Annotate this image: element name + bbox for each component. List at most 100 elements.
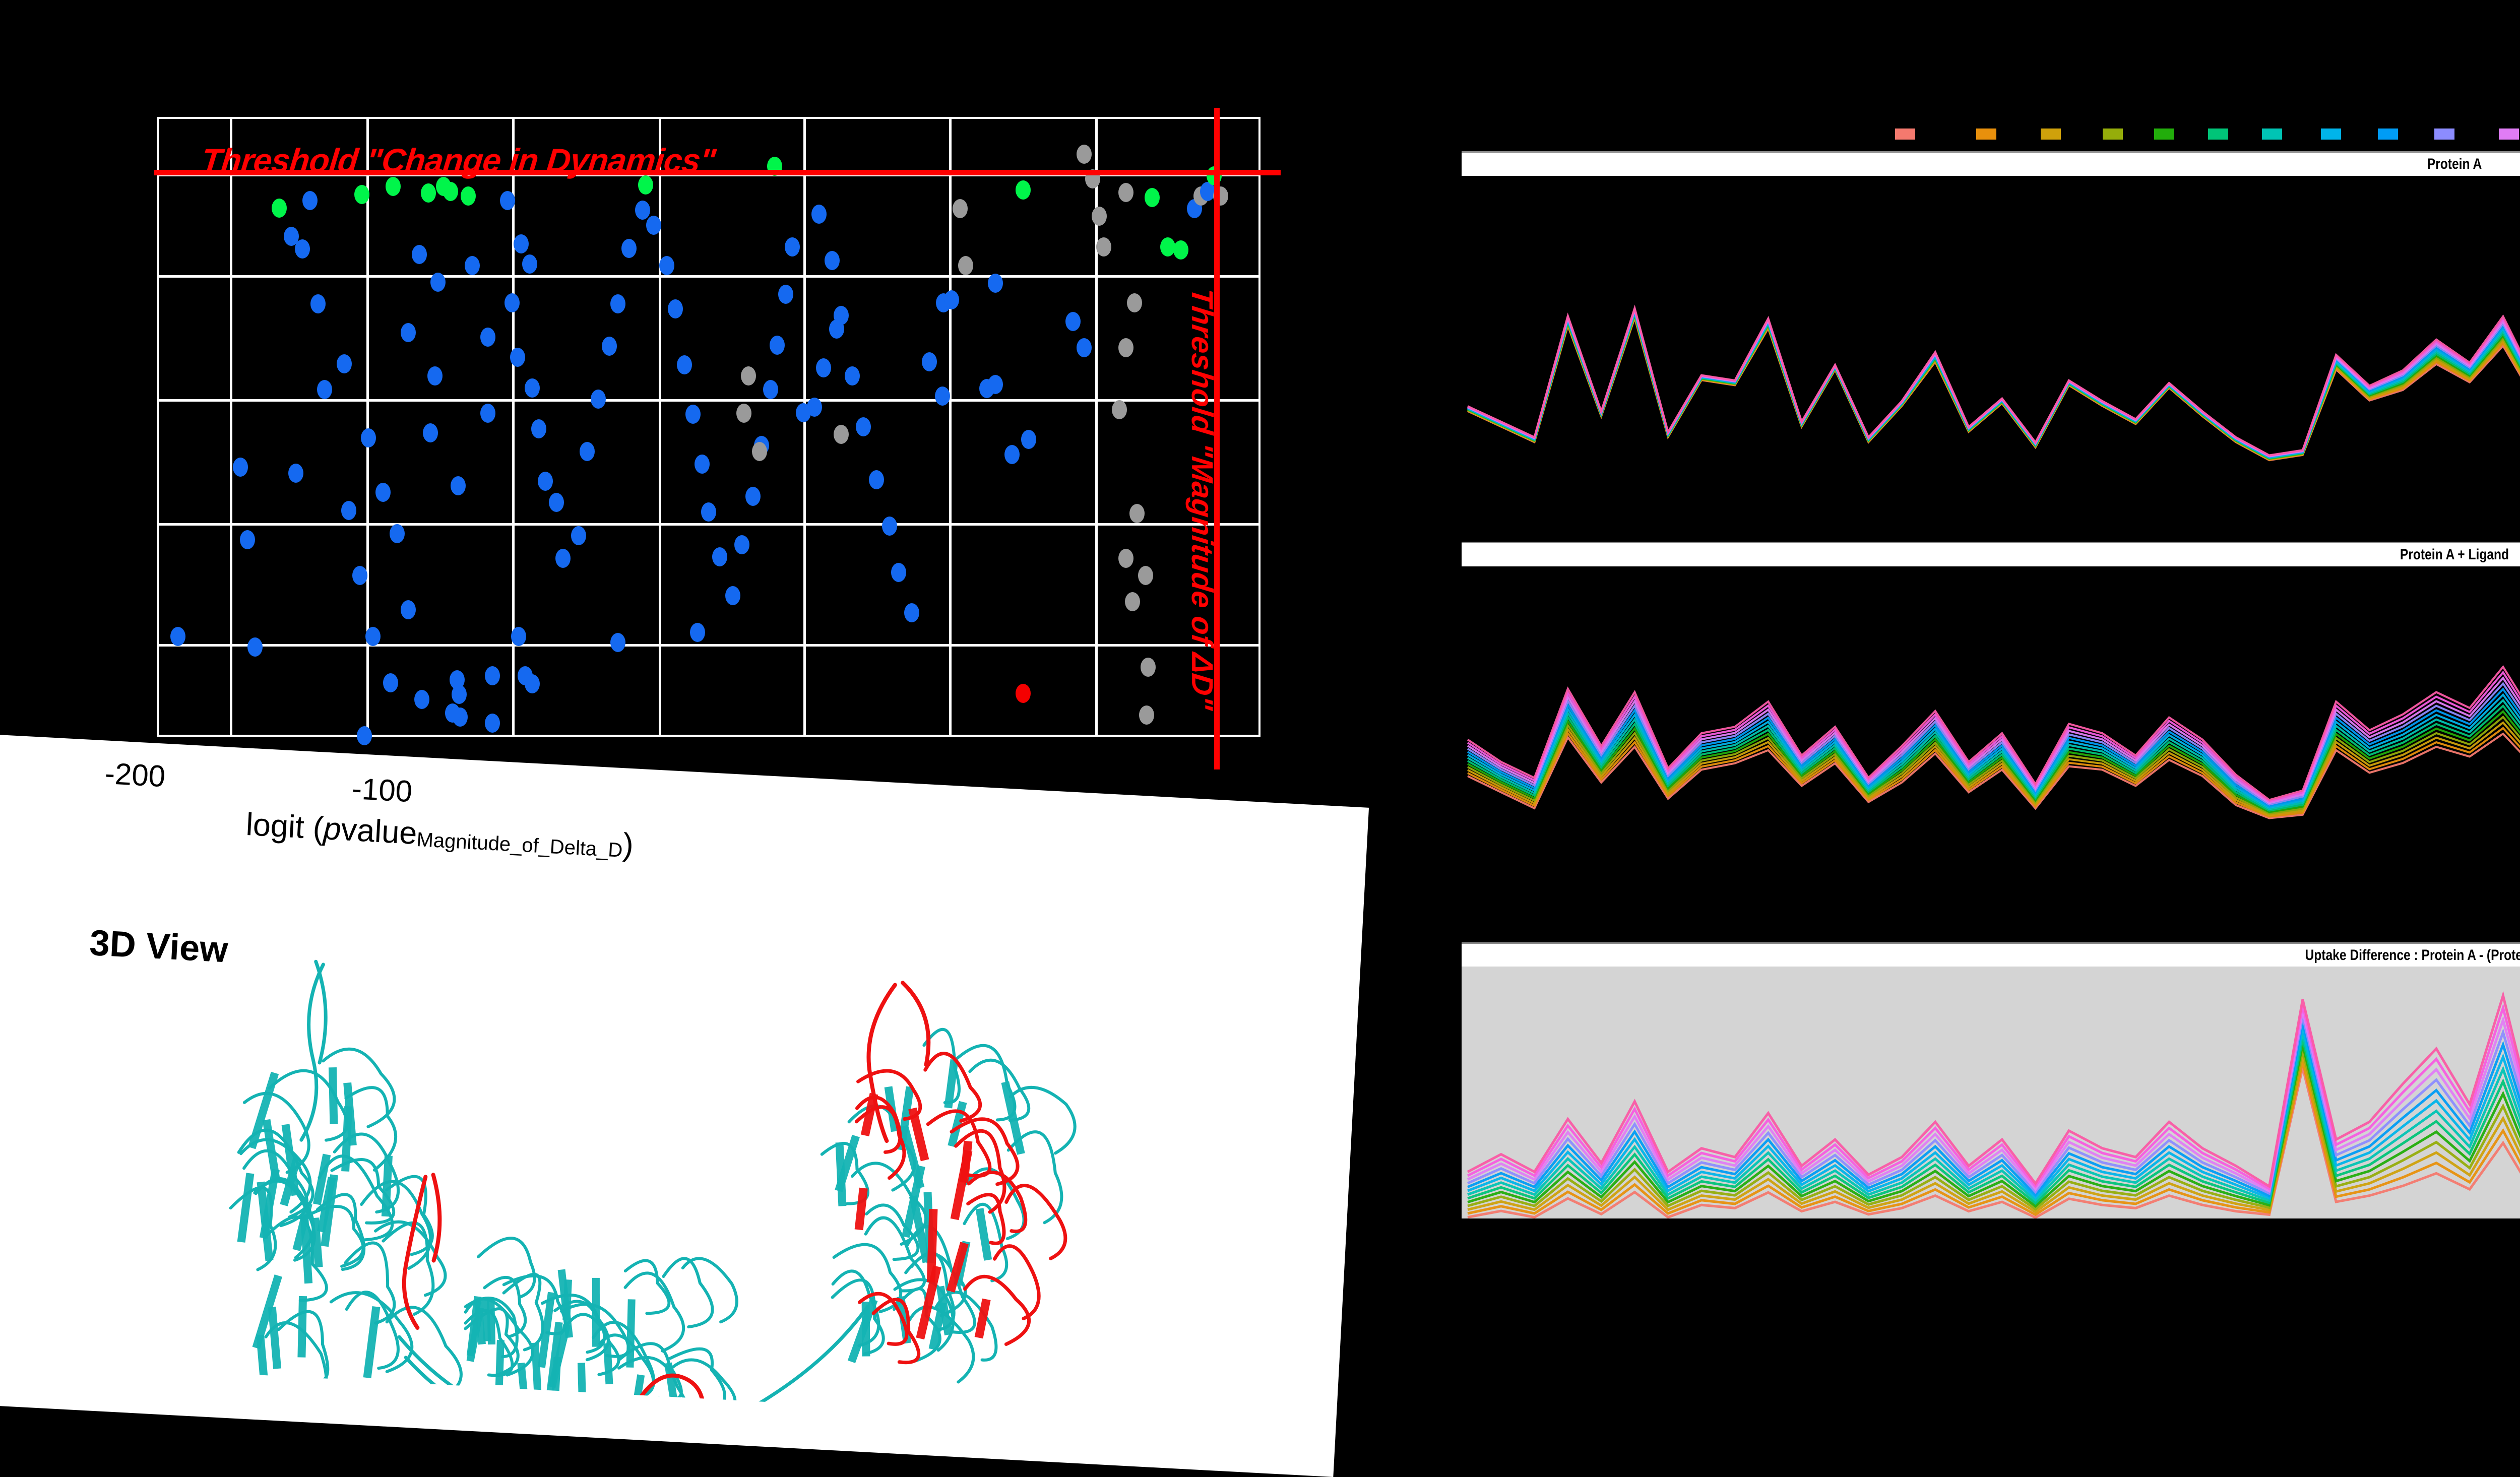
scatter-point[interactable] [829, 319, 845, 339]
scatter-point[interactable] [341, 501, 357, 521]
uptake-trace[interactable] [1467, 1010, 2520, 1193]
scatter-point[interactable] [935, 386, 951, 406]
uptake-trace[interactable] [1467, 232, 2520, 460]
scatter-point[interactable] [868, 470, 884, 489]
uptake-trace[interactable] [1467, 594, 2520, 801]
scatter-point[interactable] [736, 403, 752, 423]
scatter-point[interactable] [337, 354, 352, 373]
scatter-point[interactable] [548, 493, 564, 512]
uptake-trace[interactable] [1467, 651, 2520, 812]
scatter-point[interactable] [500, 191, 516, 211]
uptake-trace[interactable] [1467, 991, 2520, 1189]
scatter-point[interactable] [1016, 683, 1031, 703]
uptake-trace[interactable] [1467, 683, 2520, 818]
uptake-trace[interactable] [1467, 1044, 2520, 1208]
scatter-point[interactable] [401, 323, 416, 343]
scatter-point[interactable] [427, 366, 443, 386]
scatter-point[interactable] [531, 419, 546, 438]
scatter-point[interactable] [505, 293, 520, 312]
scatter-point[interactable] [443, 181, 458, 201]
uptake-trace[interactable] [1467, 602, 2520, 803]
legend-swatch-t7[interactable] [2261, 129, 2282, 140]
scatter-point[interactable] [855, 417, 871, 436]
scatter-point[interactable] [1138, 566, 1154, 586]
scatter-point[interactable] [385, 176, 401, 196]
scatter-point[interactable] [383, 673, 399, 692]
scatter-point[interactable] [904, 603, 919, 622]
scatter-point[interactable] [1140, 658, 1156, 677]
legend-swatch-t4[interactable] [2102, 129, 2123, 140]
scatter-point[interactable] [1173, 240, 1189, 260]
scatter-point[interactable] [1160, 237, 1176, 257]
scatter-point[interactable] [1118, 548, 1133, 568]
scatter-point[interactable] [621, 238, 637, 258]
scatter-point[interactable] [610, 633, 626, 653]
scatter-point[interactable] [712, 547, 727, 567]
scatter-point[interactable] [610, 294, 626, 314]
scatter-point[interactable] [480, 327, 495, 347]
scatter-point[interactable] [302, 191, 318, 211]
scatter-point[interactable] [1076, 338, 1092, 357]
scatter-point[interactable] [354, 184, 370, 204]
scatter-point[interactable] [420, 183, 436, 203]
scatter-point[interactable] [763, 380, 778, 400]
scatter-point[interactable] [430, 273, 446, 292]
uptake-trace[interactable] [1467, 1003, 2520, 1191]
uptake-trace[interactable] [1467, 242, 2520, 462]
scatter-point[interactable] [423, 423, 438, 443]
scatter-point[interactable] [445, 703, 460, 723]
uptake-trace[interactable] [1467, 1016, 2520, 1195]
scatter-point[interactable] [1076, 144, 1092, 164]
scatter-point[interactable] [676, 355, 692, 374]
scatter-point[interactable] [524, 674, 540, 694]
scatter-point[interactable] [480, 403, 495, 423]
scatter-point[interactable] [694, 454, 710, 474]
volcano-plot-canvas[interactable] [154, 108, 1281, 769]
scatter-point[interactable] [239, 530, 255, 549]
uptake-trace[interactable] [1467, 610, 2520, 804]
scatter-point[interactable] [1118, 183, 1133, 203]
scatter-point[interactable] [591, 389, 606, 409]
scatter-point[interactable] [685, 405, 701, 424]
uptake-trace[interactable] [1467, 667, 2520, 815]
scatter-point[interactable] [288, 464, 303, 483]
scatter-point[interactable] [1124, 592, 1140, 611]
scatter-point[interactable] [659, 256, 674, 276]
scatter-point[interactable] [701, 502, 716, 522]
scatter-point[interactable] [460, 186, 476, 206]
scatter-point[interactable] [1129, 504, 1145, 524]
scatter-point[interactable] [725, 586, 741, 605]
scatter-point[interactable] [825, 251, 840, 271]
scatter-point[interactable] [537, 472, 553, 491]
legend-swatch-t1[interactable] [1895, 129, 1915, 140]
uptake-trace[interactable] [1467, 210, 2520, 458]
legend-swatch-t2[interactable] [1976, 129, 1996, 140]
scatter-point[interactable] [310, 294, 326, 314]
uptake-trace[interactable] [1467, 626, 2520, 807]
scatter-point[interactable] [638, 175, 654, 195]
scatter-point[interactable] [484, 713, 500, 733]
scatter-point[interactable] [891, 563, 906, 583]
legend-swatch-t8[interactable] [2321, 129, 2342, 140]
scatter-point[interactable] [769, 335, 785, 355]
scatter-point[interactable] [668, 299, 683, 319]
uptake-trace[interactable] [1467, 659, 2520, 813]
scatter-point[interactable] [943, 290, 959, 309]
scatter-point[interactable] [295, 239, 310, 259]
scatter-point[interactable] [412, 245, 427, 265]
scatter-point[interactable] [465, 256, 480, 276]
scatter-point[interactable] [170, 626, 185, 646]
scatter-point[interactable] [988, 375, 1003, 395]
scatter-point[interactable] [233, 457, 248, 477]
uptake-trace[interactable] [1467, 203, 2520, 457]
legend-swatch-t3[interactable] [2040, 129, 2061, 140]
scatter-point[interactable] [1145, 187, 1160, 207]
uptake-trace[interactable] [1467, 1027, 2520, 1200]
legend-swatch-t5[interactable] [2154, 129, 2174, 140]
scatter-point[interactable] [414, 690, 429, 710]
uptake-trace[interactable] [1467, 634, 2520, 809]
scatter-point[interactable] [601, 337, 617, 356]
uptake-trace[interactable] [1467, 1067, 2520, 1218]
scatter-point[interactable] [745, 486, 761, 506]
uptake-trace[interactable] [1467, 1061, 2520, 1216]
